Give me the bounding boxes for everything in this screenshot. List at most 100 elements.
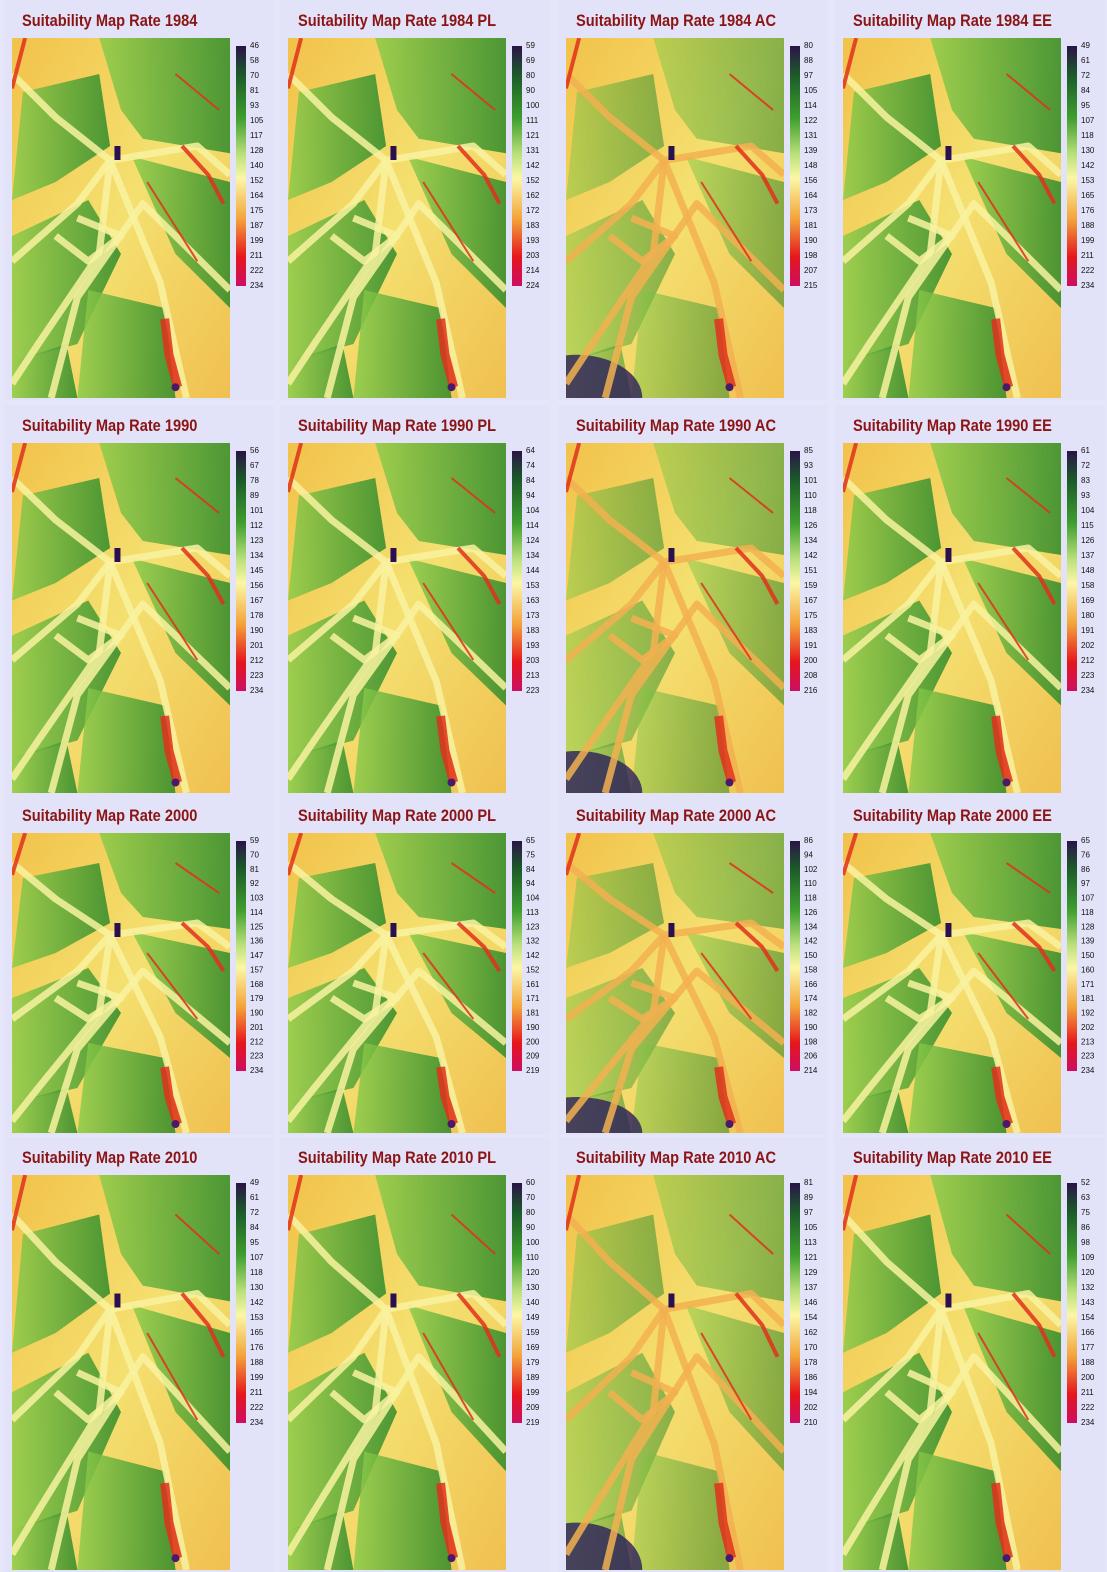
legend-label: 191	[804, 641, 818, 650]
legend-label: 76	[1081, 850, 1090, 859]
legend-label: 65	[1081, 836, 1090, 845]
center-patch	[390, 923, 396, 937]
colorbar	[236, 451, 246, 691]
legend-label: 94	[526, 879, 535, 888]
hot-spot	[172, 779, 180, 787]
legend-label: 86	[1081, 865, 1090, 874]
legend-label: 152	[250, 176, 264, 185]
map-image	[12, 833, 230, 1133]
map-panel: Suitability Map Rate 1990566778891011121…	[4, 405, 274, 795]
legend-label: 203	[526, 251, 540, 260]
legend-label: 118	[1081, 131, 1094, 140]
legend-label: 207	[804, 266, 818, 275]
legend-label: 180	[1081, 611, 1095, 620]
legend-label: 211	[1081, 251, 1094, 260]
legend-label: 72	[250, 1208, 259, 1217]
legend-label: 212	[250, 1037, 264, 1046]
legend-label: 222	[250, 266, 264, 275]
map-panel: Suitability Map Rate 2000 AC869410211011…	[512, 795, 829, 1169]
map-image	[12, 1175, 230, 1570]
legend-label: 126	[804, 521, 818, 530]
legend-label: 134	[804, 922, 818, 931]
legend-label: 124	[526, 536, 540, 545]
legend-label: 130	[1081, 146, 1095, 155]
panel-title: Suitability Map Rate 1984 EE	[853, 12, 1052, 30]
panel-title: Suitability Map Rate 1990 PL	[298, 417, 496, 435]
legend-label: 179	[250, 994, 264, 1003]
legend-label: 86	[1081, 1223, 1090, 1232]
legend-label: 192	[1081, 1009, 1095, 1018]
colorbar	[512, 451, 522, 691]
center-patch	[668, 146, 674, 160]
legend-label: 104	[1081, 506, 1095, 515]
legend-label: 181	[1081, 994, 1095, 1003]
legend-label: 97	[804, 1208, 813, 1217]
legend-label: 128	[1081, 922, 1095, 931]
panel-title: Suitability Map Rate 1984 AC	[576, 12, 777, 30]
legend-label: 164	[804, 191, 818, 200]
legend-label: 86	[804, 836, 813, 845]
legend-label: 75	[526, 850, 535, 859]
legend-label: 215	[804, 281, 818, 290]
legend-label: 181	[804, 221, 818, 230]
center-patch	[668, 923, 674, 937]
legend-label: 114	[526, 521, 539, 530]
legend-label: 173	[526, 611, 540, 620]
legend-label: 131	[804, 131, 818, 140]
panel-title: Suitability Map Rate 2000 EE	[853, 807, 1052, 825]
colorbar	[790, 451, 800, 691]
legend-label: 137	[804, 1283, 818, 1292]
legend-label: 103	[250, 894, 264, 903]
map-panel: Suitability Map Rate 2010496172849510711…	[4, 1137, 274, 1572]
hot-spot	[726, 779, 734, 787]
panel-title: Suitability Map Rate 2010	[22, 1149, 198, 1167]
center-patch	[945, 548, 951, 562]
legend-label: 60	[526, 1178, 535, 1187]
legend-label: 80	[526, 1208, 535, 1217]
center-patch	[390, 548, 396, 562]
legend-label: 107	[1081, 116, 1095, 125]
panel-title: Suitability Map Rate 1990 EE	[853, 417, 1052, 435]
legend-label: 72	[1081, 71, 1090, 80]
legend-label: 102	[804, 865, 818, 874]
legend-label: 142	[804, 937, 818, 946]
legend-label: 98	[1081, 1238, 1090, 1247]
map-image	[12, 38, 230, 398]
legend-label: 105	[250, 116, 264, 125]
colorbar	[512, 1183, 522, 1423]
legend-label: 46	[250, 41, 259, 50]
legend-label: 200	[526, 1037, 540, 1046]
legend-label: 167	[804, 596, 818, 605]
legend-label: 94	[526, 491, 535, 500]
legend-label: 90	[526, 86, 535, 95]
legend-label: 136	[250, 937, 264, 946]
legend-label: 162	[804, 1328, 818, 1337]
map-panel: Suitability Map Rate 1990 PL647484941041…	[280, 405, 550, 795]
legend-label: 120	[526, 1268, 540, 1277]
legend-label: 134	[250, 551, 264, 560]
map-image	[288, 1175, 506, 1570]
legend-label: 128	[250, 146, 264, 155]
legend-label: 105	[804, 86, 818, 95]
legend-label: 201	[250, 1023, 264, 1032]
hot-spot	[726, 383, 734, 391]
legend-label: 61	[1081, 446, 1090, 455]
legend-label: 234	[1081, 281, 1095, 290]
legend-label: 80	[526, 71, 535, 80]
legend-label: 198	[804, 1037, 818, 1046]
legend-label: 152	[526, 965, 540, 974]
legend-label: 159	[526, 1328, 540, 1337]
map-panel: Suitability Map Rate 1984465870819310511…	[4, 0, 274, 400]
legend-label: 169	[1081, 596, 1095, 605]
legend-label: 222	[1081, 266, 1095, 275]
legend-label: 107	[250, 1253, 264, 1262]
legend-label: 80	[804, 41, 813, 50]
panel-title: Suitability Map Rate 2010 PL	[298, 1149, 496, 1167]
map-panel: Suitability Map Rate 1990 AC859310111011…	[512, 405, 829, 835]
map-panel: Suitability Map Rate 2010 PL607080901001…	[280, 1137, 550, 1572]
legend-label: 152	[526, 176, 540, 185]
legend-label: 111	[526, 116, 539, 125]
center-patch	[668, 1294, 674, 1308]
colorbar	[790, 841, 800, 1071]
legend-label: 58	[250, 56, 259, 65]
